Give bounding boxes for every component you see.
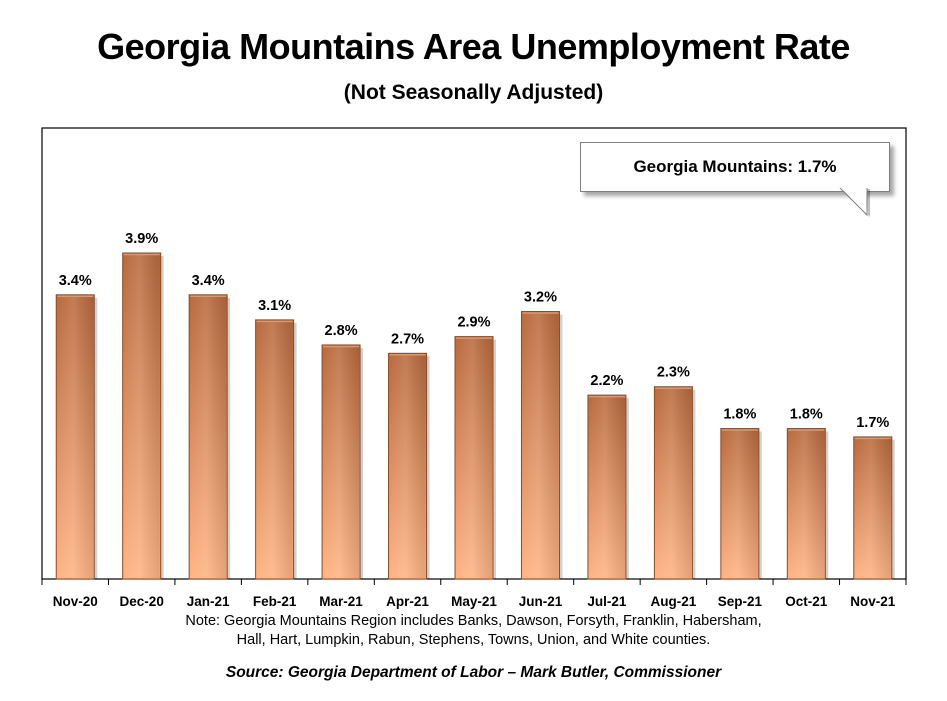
chart-title: Georgia Mountains Area Unemployment Rate — [97, 26, 850, 67]
chart-source: Source: Georgia Department of Labor – Ma… — [225, 664, 722, 681]
callout-box: Georgia Mountains: 1.7% — [580, 142, 890, 192]
data-label: 2.3% — [657, 365, 690, 381]
bar-highlight — [721, 429, 758, 578]
bar-highlight — [389, 354, 426, 578]
x-tick-label: Mar-21 — [319, 594, 363, 609]
note-line-1: Note: Georgia Mountains Region includes … — [185, 613, 762, 629]
data-label: 1.8% — [790, 407, 823, 423]
callout-pointer — [839, 187, 870, 217]
bar-highlight — [522, 312, 559, 578]
data-label: 3.4% — [192, 273, 225, 289]
data-label: 2.9% — [457, 315, 490, 331]
data-label: 3.1% — [258, 298, 291, 314]
x-tick-label: Jun-21 — [519, 594, 563, 609]
x-tick-label: Aug-21 — [651, 594, 697, 609]
data-label: 3.9% — [125, 231, 158, 247]
x-tick-label: May-21 — [451, 594, 497, 609]
x-tick-label: Nov-21 — [850, 594, 896, 609]
bar-highlight — [256, 320, 293, 578]
x-tick-label: Nov-20 — [53, 594, 98, 609]
data-label: 1.7% — [856, 415, 889, 431]
bar-highlight — [655, 387, 692, 578]
data-label: 2.8% — [325, 323, 358, 339]
data-label: 3.4% — [59, 273, 92, 289]
bar-highlight — [123, 254, 160, 578]
note-line-2: Hall, Hart, Lumpkin, Rabun, Stephens, To… — [236, 632, 711, 648]
bar-highlight — [190, 295, 227, 578]
data-label: 1.8% — [723, 407, 756, 423]
x-tick-label: Jul-21 — [587, 594, 627, 609]
chart-note: Note: Georgia Mountains Region includes … — [0, 612, 947, 650]
callout-text: Georgia Mountains: 1.7% — [633, 157, 837, 176]
bar-highlight — [323, 345, 360, 578]
chart-subtitle: (Not Seasonally Adjusted) — [343, 81, 604, 104]
x-tick-label: Sep-21 — [718, 594, 763, 609]
bar-highlight — [588, 396, 625, 578]
data-label: 3.2% — [524, 290, 557, 306]
bar-highlight — [456, 337, 492, 578]
data-label: 2.7% — [391, 331, 424, 347]
x-tick-label: Oct-21 — [785, 594, 828, 609]
bar-highlight — [854, 437, 891, 578]
x-tick-label: Jan-21 — [187, 594, 230, 609]
bar-highlight — [788, 429, 825, 578]
x-tick-label: Dec-20 — [120, 594, 164, 609]
bar-highlight — [57, 295, 94, 578]
x-tick-label: Apr-21 — [386, 594, 429, 609]
x-tick-label: Feb-21 — [253, 594, 297, 609]
data-label: 2.2% — [590, 373, 623, 389]
